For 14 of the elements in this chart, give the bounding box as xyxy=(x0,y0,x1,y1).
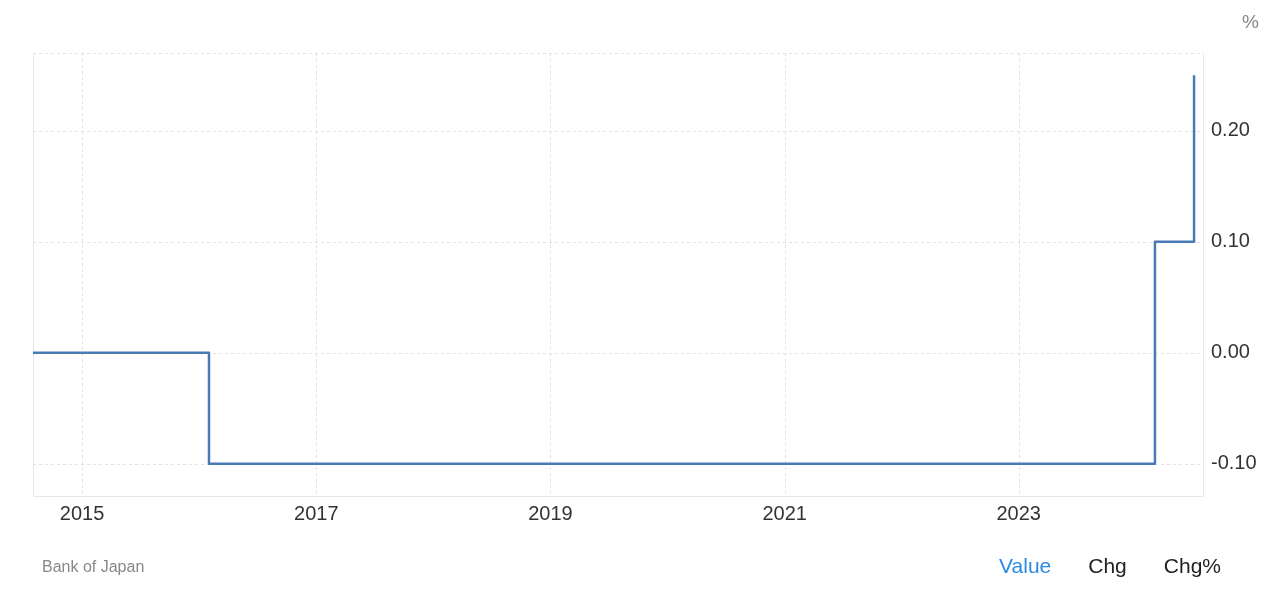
x-tick-label: 2021 xyxy=(762,501,807,524)
y-tick-label: -0.10 xyxy=(1211,451,1257,474)
text: Chg% xyxy=(1163,553,1221,579)
x-tick-label: 2019 xyxy=(528,501,573,524)
x-tick-label: 2017 xyxy=(294,501,339,524)
y-tick-label: 0.00 xyxy=(1211,340,1250,363)
text: Chg xyxy=(1088,553,1127,579)
x-tick-label: 2023 xyxy=(996,501,1041,524)
x-tick-label: 2015 xyxy=(59,501,105,524)
text: Value xyxy=(999,553,1052,579)
y-tick-label: 0.10 xyxy=(1211,229,1250,252)
y-tick-label: 0.20 xyxy=(1211,118,1250,141)
text: Bank of Japan xyxy=(42,557,145,577)
y-axis-title: % xyxy=(1242,11,1259,33)
